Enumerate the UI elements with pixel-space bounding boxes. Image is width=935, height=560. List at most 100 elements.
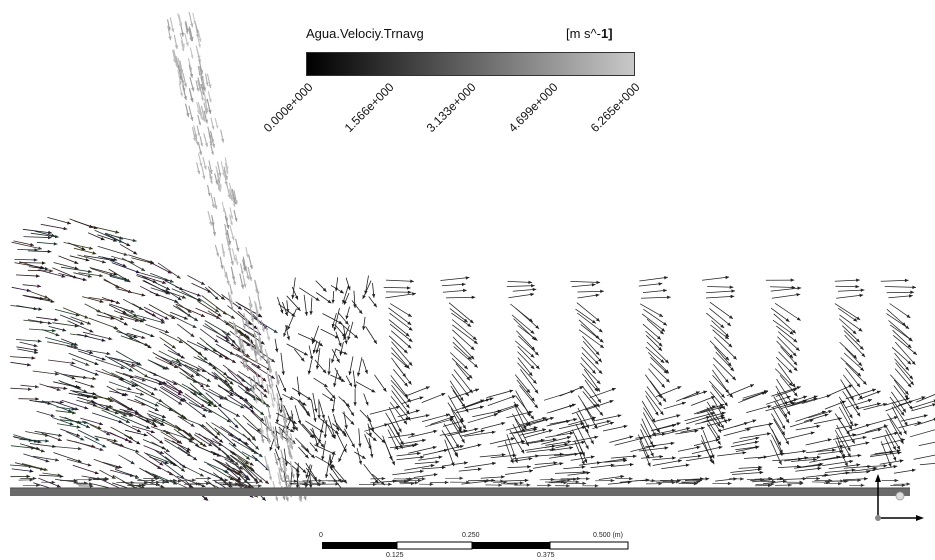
vector-arrow-head [120, 316, 124, 321]
vector-arrow-head [317, 415, 321, 419]
vector-arrow [69, 364, 99, 376]
vector-arrow [898, 421, 922, 429]
vector-arrow [780, 346, 798, 366]
vector-arrow [139, 272, 169, 282]
vector-arrow [868, 416, 899, 426]
vector-arrow-head [255, 445, 259, 450]
vector-arrow [592, 421, 615, 430]
vector-arrow-head [598, 370, 603, 374]
vector-arrow [449, 417, 465, 444]
vector-arrow-head [311, 434, 315, 438]
vector-arrow [509, 429, 525, 454]
vector-arrow [45, 337, 75, 346]
vector-arrow-head [391, 461, 395, 466]
vector-arrow-head [247, 326, 250, 329]
vector-arrow [663, 402, 686, 410]
vector-arrow [143, 452, 164, 466]
vector-arrow [188, 387, 213, 404]
vector-arrow [508, 293, 535, 299]
vector-arrow [184, 400, 207, 418]
vector-arrow [333, 308, 340, 331]
vector-arrow [838, 436, 867, 443]
vector-arrow-head [230, 301, 234, 305]
vector-arrow [732, 471, 764, 475]
vector-arrow [581, 346, 599, 365]
vector-arrow-head [782, 479, 787, 484]
vector-arrow-head [271, 403, 275, 408]
vector-arrow-head [70, 342, 75, 346]
vector-arrow [919, 463, 935, 466]
vector-arrow [842, 325, 861, 343]
vector-arrow-head [294, 295, 298, 300]
vector-arrow [387, 417, 410, 425]
vector-arrow-head [851, 439, 855, 444]
vector-arrow [589, 387, 616, 398]
vector-arrow-head [404, 382, 408, 387]
vector-arrow-head [135, 411, 140, 415]
vector-arrow-head [685, 463, 690, 467]
vector-arrow [90, 268, 114, 277]
vector-arrow [396, 456, 425, 461]
vector-arrow [711, 396, 728, 424]
vector-arrow-head [172, 462, 177, 467]
vector-arrow-head [598, 328, 603, 333]
vector-arrow-head [610, 463, 615, 467]
vector-arrow [368, 426, 386, 444]
vector-arrow-head [406, 286, 411, 290]
vector-arrow [422, 413, 450, 422]
vector-arrow [88, 317, 119, 330]
vector-arrow-head [182, 464, 186, 468]
vector-arrow-head [645, 478, 650, 482]
vector-arrow-head [528, 280, 533, 284]
vector-arrow [52, 322, 79, 327]
vector-arrow-head [291, 295, 295, 299]
vector-arrow-head [594, 435, 599, 439]
vector-arrow [843, 465, 872, 469]
vector-arrow-head [727, 322, 731, 326]
vector-arrow [838, 318, 857, 335]
vector-arrow [206, 463, 234, 481]
vector-arrow-head [315, 442, 319, 447]
vector-arrow-head [545, 418, 549, 422]
vector-arrow-head [192, 478, 196, 482]
vector-arrow-head [50, 413, 55, 418]
vector-arrow-head [816, 424, 821, 429]
vector-arrow-head [248, 277, 253, 281]
vector-arrow-head [223, 371, 228, 376]
vector-arrow-head [789, 354, 794, 359]
vector-arrow-head [623, 459, 627, 463]
vector-arrow [84, 436, 107, 448]
vector-arrow [575, 423, 589, 450]
vector-arrow [844, 347, 863, 367]
vector-arrow-head [75, 313, 80, 317]
vector-arrow-head [665, 378, 670, 383]
vector-arrow-head [129, 435, 133, 440]
vector-arrow-head [547, 483, 552, 487]
vector-arrow [652, 457, 676, 461]
vector-arrow-head [315, 297, 320, 301]
vector-arrow [234, 392, 254, 410]
vector-arrow-head [419, 396, 424, 400]
vector-arrow-head [99, 299, 104, 303]
vector-arrow-head [757, 467, 762, 472]
vector-arrow-head [120, 365, 125, 370]
vector-arrow [885, 400, 913, 412]
vector-arrow-head [260, 417, 264, 422]
vector-arrow-head [407, 321, 412, 325]
vector-arrow-head [907, 360, 912, 365]
vector-arrow [872, 432, 899, 440]
vector-arrow-head [240, 284, 245, 289]
vector-arrow [454, 399, 485, 412]
vector-arrow-head [73, 478, 78, 483]
vector-arrow-head [219, 439, 224, 443]
vector-arrow-head [770, 482, 775, 486]
vector-arrow-head [591, 283, 596, 287]
vector-arrow [512, 288, 537, 292]
vector-arrow [217, 407, 239, 429]
vector-arrow-head [260, 381, 264, 385]
vector-arrow [774, 368, 793, 387]
vector-arrow-head [246, 254, 249, 258]
vector-arrow-head [909, 405, 913, 410]
vector-arrow-head [267, 391, 270, 395]
